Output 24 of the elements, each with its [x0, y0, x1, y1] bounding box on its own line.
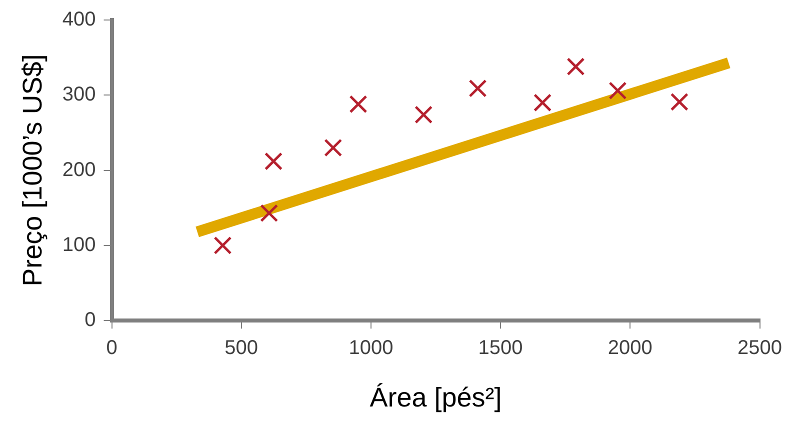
x-tick-label: 2500	[738, 337, 782, 360]
point	[324, 138, 342, 157]
y-axis-title: Preço [1000’s US$]	[18, 54, 48, 286]
y-tick-label: 0	[84, 309, 96, 332]
y-tick-label: 100	[62, 234, 96, 256]
y-tick-label: 300	[62, 84, 96, 106]
x-axis-title: Área [pés²]	[370, 382, 502, 412]
x-tick-label: 1500	[478, 337, 523, 360]
y-tick-label: 200	[62, 158, 96, 181]
y-tick-label: 400	[62, 8, 96, 31]
point	[264, 152, 283, 170]
x-tick-label: 500	[224, 337, 258, 360]
point	[608, 82, 627, 100]
point	[349, 95, 368, 114]
point	[468, 79, 487, 98]
x-tick-label: 1000	[348, 337, 394, 360]
x-tick-label: 0	[106, 337, 118, 360]
point	[260, 204, 278, 222]
x-tick-label: 2000	[608, 337, 652, 360]
point	[534, 94, 552, 112]
point	[414, 106, 433, 124]
point	[670, 92, 688, 111]
point	[566, 58, 585, 76]
point	[214, 236, 232, 254]
